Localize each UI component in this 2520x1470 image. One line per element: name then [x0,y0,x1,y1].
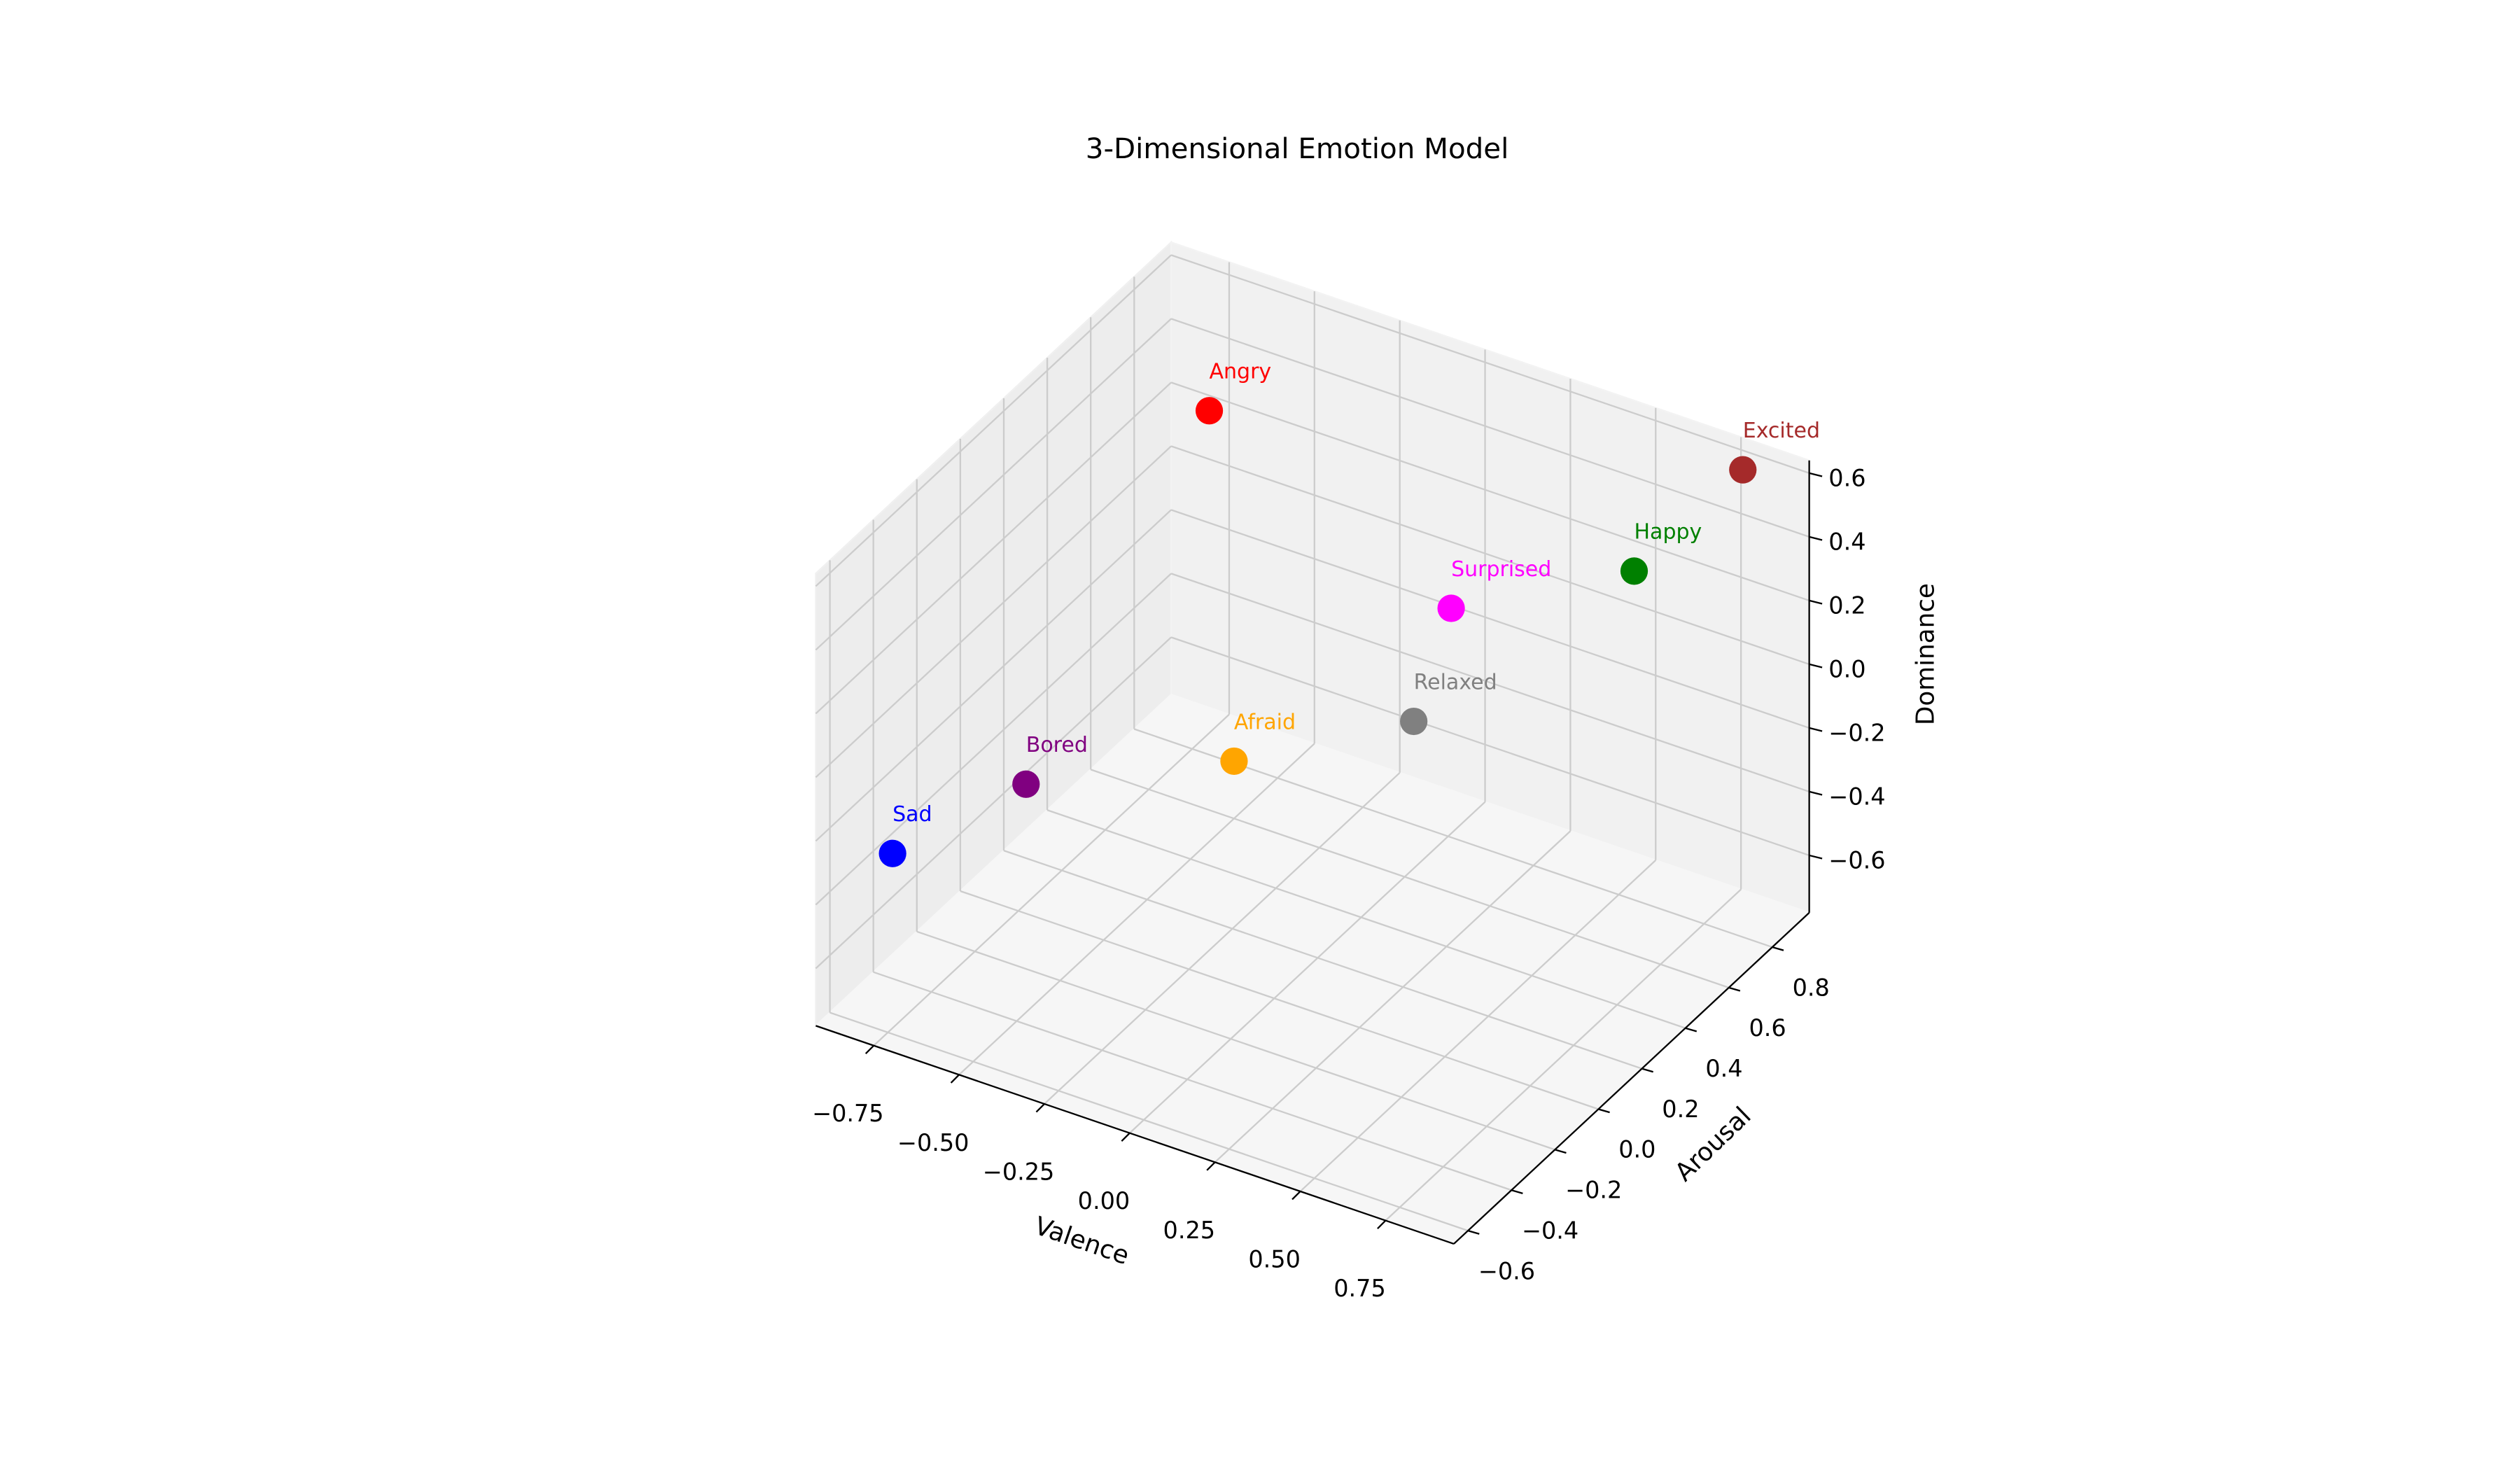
grid-line [830,1011,1469,1232]
grid-line [1170,254,1809,474]
chart-title: 3-Dimensional Emotion Model [1086,132,1509,165]
data-point [1729,456,1757,484]
tick-mark [1554,1149,1567,1154]
x-tick-label: 0.25 [1163,1217,1216,1244]
tick-mark [1772,946,1784,951]
z-tick-label: 0.6 [1828,464,1865,491]
grid-line [1090,769,1730,988]
data-point [1195,397,1224,425]
tick-mark [950,1074,960,1084]
point-label: Afraid [1234,710,1296,734]
z-tick-label: −0.6 [1828,846,1885,874]
tick-mark [1685,1027,1698,1032]
grid-line [873,971,1512,1191]
x-tick-label: 0.75 [1334,1275,1386,1302]
tick-mark [1728,986,1741,992]
grid-line [1170,509,1809,729]
tick-mark [1292,1191,1301,1200]
y-tick-label: −0.4 [1522,1217,1578,1244]
tick-mark [1809,727,1823,732]
grid-line [1044,772,1401,1105]
grid-line [1299,860,1657,1192]
z-tick-label: −0.4 [1828,783,1885,810]
point-label: Surprised [1451,557,1551,582]
point-label: Happy [1634,520,1702,545]
y-tick-label: 0.2 [1662,1096,1699,1123]
z-axis-label: Dominance [1911,583,1940,725]
y-tick-label: −0.2 [1565,1177,1622,1204]
tick-mark [1809,854,1823,860]
tick-mark [1377,1219,1387,1229]
point-label: Bored [1026,733,1088,757]
tick-mark [1511,1189,1523,1194]
point-label: Excited [1743,419,1820,443]
tick-mark [1642,1068,1653,1073]
grid-line [958,743,1315,1076]
x-tick-label: −0.75 [812,1100,884,1127]
data-point [1220,747,1248,776]
data-point [1012,770,1040,798]
y-tick-label: −0.6 [1478,1257,1535,1284]
z-tick-label: 0.0 [1828,655,1865,682]
data-point [878,839,906,867]
grid-line [815,318,1172,651]
z-tick-label: −0.2 [1828,719,1885,746]
tick-mark [1809,790,1823,796]
x-tick-label: −0.25 [983,1158,1055,1185]
z-tick-label: 0.4 [1828,528,1865,555]
tick-mark [1809,599,1823,605]
data-point [1620,557,1648,585]
y-tick-label: 0.0 [1618,1136,1656,1163]
tick-mark [1035,1103,1045,1113]
y-axis-line [1453,912,1810,1245]
x-tick-label: 0.50 [1248,1245,1301,1273]
grid-line [1170,318,1809,538]
grid-line [1170,573,1809,793]
grid-line [815,445,1172,778]
tick-mark [1809,663,1823,668]
tick-mark [1809,536,1823,541]
grid-line [873,713,1230,1046]
tick-mark [1598,1108,1610,1114]
x-axis-label: Valence [1031,1212,1133,1270]
y-tick-label: 0.6 [1749,1014,1786,1042]
grid-line [815,382,1172,715]
x-tick-label: −0.50 [897,1129,969,1156]
grid-line [815,254,1172,587]
x-tick-label: 0.00 [1078,1187,1130,1214]
point-label: Relaxed [1414,670,1497,694]
tick-mark [864,1044,875,1055]
grid-line [1385,888,1742,1222]
tick-mark [1467,1230,1480,1235]
data-point [1437,594,1465,622]
x-axis-line [816,1025,1455,1245]
grid-line [1170,445,1809,666]
z-tick-label: 0.2 [1828,592,1865,619]
grid-line [815,573,1172,906]
grid-line [1170,382,1809,602]
point-label: Sad [892,802,932,827]
tick-mark [1121,1132,1130,1142]
grid-line [1129,801,1486,1134]
grid-line [960,890,1599,1110]
tick-mark [1206,1161,1216,1171]
grid-line [1046,809,1686,1029]
grid-line [815,509,1172,842]
grid-line [815,636,1172,969]
grid-line [916,930,1555,1151]
y-tick-label: 0.4 [1705,1055,1742,1082]
grid-line [1003,850,1642,1070]
grid-line [1214,830,1572,1163]
y-tick-label: 0.8 [1793,974,1830,1001]
tick-mark [1809,472,1823,477]
data-point [1400,707,1428,736]
point-label: Angry [1210,360,1272,384]
grid-line [1170,636,1809,857]
